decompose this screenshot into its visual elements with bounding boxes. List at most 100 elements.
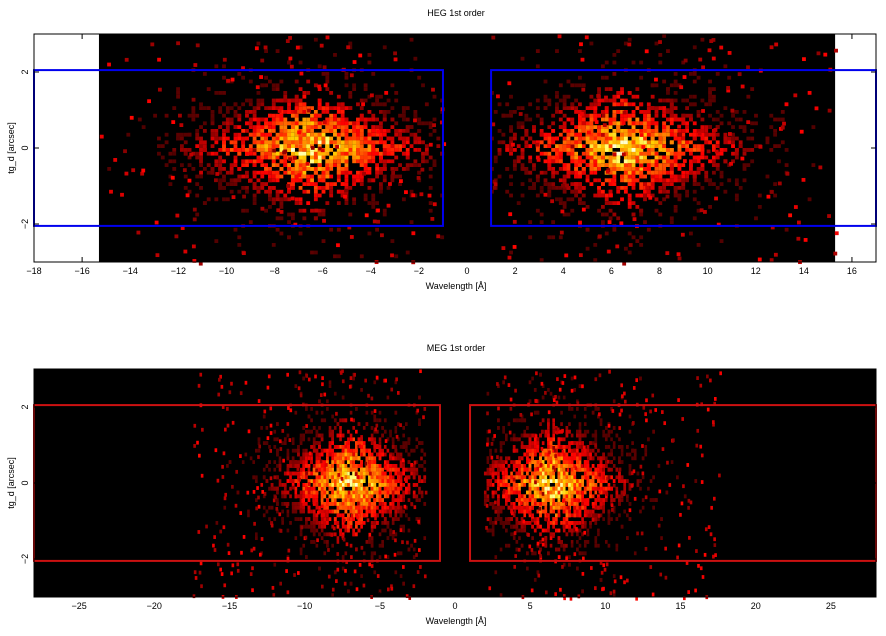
event-bin — [405, 117, 410, 122]
event-bin — [229, 121, 234, 126]
event-bin — [237, 167, 242, 171]
background-event — [390, 253, 394, 258]
event-bin — [313, 113, 318, 118]
x-tick-label: 16 — [847, 266, 857, 276]
event-bin — [268, 155, 272, 160]
event-bin — [589, 113, 594, 118]
event-bin — [673, 106, 678, 110]
event-bin — [692, 94, 697, 99]
event-bin — [279, 121, 284, 126]
event-bin — [329, 121, 334, 126]
event-bin — [547, 167, 552, 171]
event-bin — [375, 125, 380, 129]
event-bin — [539, 121, 544, 126]
event-bin — [604, 201, 609, 205]
event-bin — [673, 136, 678, 141]
event-bin — [255, 479, 258, 483]
event-bin — [398, 113, 402, 118]
event-bin — [306, 182, 311, 186]
event-bin — [348, 140, 353, 145]
event-bin — [187, 155, 192, 160]
event-bin — [340, 144, 345, 148]
event-bin — [325, 163, 330, 167]
event-bin — [344, 197, 349, 202]
event-bin — [378, 509, 382, 514]
background-event — [283, 149, 288, 154]
event-bin — [635, 170, 640, 175]
event-bin — [662, 163, 667, 167]
event-bin — [543, 178, 548, 183]
event-bin — [643, 117, 647, 122]
background-event — [129, 115, 134, 120]
event-bin — [252, 163, 257, 167]
event-bin — [708, 178, 712, 183]
event-bin — [271, 151, 276, 156]
event-bin — [574, 163, 579, 167]
background-event — [432, 202, 437, 207]
event-bin — [520, 151, 525, 156]
event-bin — [428, 208, 433, 213]
event-bin — [757, 205, 762, 209]
event-bin — [252, 174, 257, 179]
event-bin — [562, 98, 567, 103]
event-bin — [689, 132, 693, 137]
event-bin — [256, 121, 261, 126]
event-bin — [666, 98, 670, 103]
event-bin — [394, 174, 399, 179]
event-bin — [326, 407, 329, 411]
event-bin — [620, 140, 624, 145]
event-bin — [336, 106, 341, 110]
event-bin — [555, 106, 559, 110]
event-bin — [742, 151, 747, 156]
event-bin — [362, 471, 366, 476]
event-bin — [593, 151, 598, 156]
background-event — [290, 196, 295, 201]
event-bin — [415, 410, 419, 415]
background-event — [322, 65, 327, 70]
event-bin — [566, 144, 571, 148]
event-bin — [371, 178, 376, 183]
event-bin — [696, 208, 701, 213]
event-bin — [409, 37, 414, 42]
event-bin — [658, 174, 663, 179]
event-bin — [612, 170, 617, 175]
event-bin — [390, 140, 395, 145]
event-bin — [214, 197, 219, 202]
event-bin — [283, 110, 288, 114]
event-bin — [520, 163, 525, 167]
event-bin — [689, 167, 693, 171]
event-bin — [260, 129, 265, 133]
background-event — [192, 217, 197, 222]
event-bin — [600, 220, 605, 224]
event-bin — [692, 197, 697, 202]
event-bin — [290, 186, 295, 190]
event-bin — [229, 178, 234, 183]
event-bin — [371, 72, 376, 76]
event-bin — [654, 113, 659, 118]
event-bin — [356, 178, 360, 183]
event-bin — [581, 167, 586, 171]
event-bin — [336, 110, 341, 114]
event-bin — [509, 110, 513, 114]
event-bin — [700, 132, 705, 137]
event-bin — [417, 140, 422, 145]
background-event — [559, 230, 564, 235]
event-bin — [312, 437, 316, 442]
event-bin — [681, 170, 686, 175]
background-event — [439, 120, 444, 125]
background-event — [676, 252, 681, 257]
event-bin — [386, 521, 390, 525]
event-bin — [367, 170, 372, 175]
event-bin — [268, 129, 272, 133]
event-bin — [252, 129, 257, 133]
background-event — [770, 225, 775, 230]
event-bin — [262, 505, 266, 510]
event-bin — [352, 376, 356, 381]
event-bin — [283, 441, 287, 445]
event-bin — [692, 189, 697, 194]
event-bin — [222, 64, 226, 69]
event-bin — [505, 113, 510, 118]
event-bin — [313, 37, 318, 42]
event-bin — [237, 136, 242, 141]
event-bin — [635, 193, 640, 198]
